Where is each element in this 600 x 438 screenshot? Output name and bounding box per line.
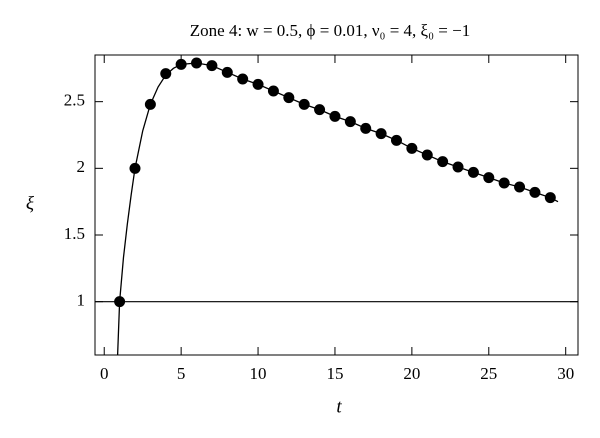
point [114,296,126,308]
plot-area [95,57,578,355]
point [160,68,172,80]
point [514,181,526,193]
point [175,58,187,70]
x-tick-label: 5 [177,364,186,383]
point [329,110,341,122]
point [344,116,356,128]
point [221,66,233,78]
point [314,104,326,116]
point [144,98,156,110]
chart-title: Zone 4: w = 0.5, ϕ = 0.01, ν₀ = 4, ξ₀ = … [190,21,470,40]
x-tick-label: 30 [557,364,574,383]
x-tick-label: 0 [100,364,109,383]
y-tick-label: 2 [77,157,86,176]
x-tick-label: 20 [403,364,420,383]
point [390,134,402,146]
y-tick-label: 1.5 [64,224,85,243]
x-tick-label: 10 [250,364,267,383]
point [421,149,433,161]
point [498,177,510,189]
point [237,73,249,85]
point [437,156,449,168]
y-axis-label: ξ [26,193,35,214]
x-tick-label: 25 [480,364,497,383]
point [206,60,218,72]
point [483,172,495,184]
x-tick-label: 15 [326,364,343,383]
point [298,98,310,110]
point [191,57,203,69]
point [452,161,464,173]
y-tick-label: 2.5 [64,91,85,110]
point [544,192,556,204]
point [129,162,141,174]
x-axis-label: t [336,396,342,417]
point [406,142,418,154]
point [267,85,279,97]
point [252,78,264,90]
point [360,122,372,134]
plot-frame [94,54,579,356]
curve [116,62,559,355]
point [529,186,541,198]
point [283,92,295,104]
point [375,128,387,140]
point [467,166,479,178]
y-tick-label: 1 [77,291,86,310]
